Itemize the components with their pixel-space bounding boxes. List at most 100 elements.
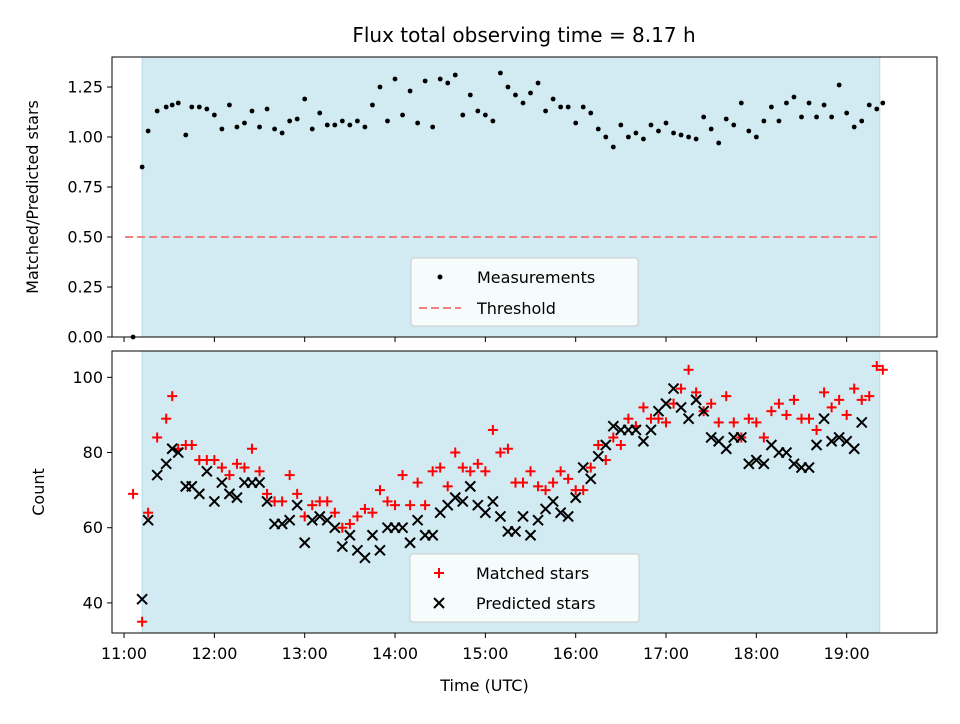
predicted-star-point — [524, 529, 537, 541]
measurement-point — [385, 118, 390, 124]
cross-b — [818, 412, 830, 425]
cross-b — [344, 529, 356, 541]
predicted-star-point — [223, 488, 236, 500]
measurement-point — [407, 88, 413, 94]
cross-b — [825, 435, 838, 447]
x-tick-label: 14:00 — [372, 644, 418, 663]
measurement-point — [580, 104, 586, 110]
measurement-point — [302, 96, 308, 102]
cross-b — [630, 424, 642, 436]
top-y-tick-label: 0.75 — [67, 178, 103, 197]
measurement-point — [708, 126, 714, 132]
matched-star-point — [292, 488, 303, 499]
matched-star-point — [661, 417, 672, 428]
matched-star-point — [224, 470, 235, 481]
cross-b — [720, 443, 732, 455]
measurement-point — [460, 112, 466, 118]
predicted-star-point — [366, 529, 379, 541]
bottom-legend-box — [409, 553, 640, 623]
measurement-point — [874, 106, 880, 112]
matched-star-point — [751, 417, 762, 428]
measurement-point — [513, 92, 518, 98]
bottom-legend: Matched stars Predicted stars — [409, 553, 640, 623]
chart-title: Flux total observing time = 8.17 h — [352, 23, 695, 47]
cross-b — [848, 443, 860, 455]
matched-star-point — [186, 440, 197, 450]
matched-star-point — [450, 447, 461, 458]
cross-b — [351, 544, 364, 556]
x-tick-label: 17:00 — [643, 644, 689, 663]
cross-b — [449, 491, 461, 504]
matched-star-point — [420, 500, 431, 511]
top-y-tick-label: 0.00 — [67, 328, 103, 347]
matched-star-point — [578, 485, 589, 496]
measurement-point — [573, 120, 579, 126]
cross-b — [592, 450, 604, 462]
measurement-point — [671, 130, 676, 136]
predicted-star-point — [690, 394, 702, 406]
predicted-star-point — [577, 461, 589, 474]
cross-b — [426, 529, 439, 541]
measurement-point — [753, 134, 759, 140]
predicted-star-point — [554, 506, 567, 519]
matched-star-point — [262, 488, 273, 499]
measurement-point — [656, 128, 661, 134]
cross-b — [660, 397, 672, 410]
x-tick-label: 16:00 — [553, 644, 599, 663]
legend-threshold-label: Threshold — [476, 299, 556, 318]
measurement-point — [347, 122, 353, 128]
cross-b — [735, 431, 747, 444]
cross-b — [261, 495, 273, 508]
predicted-star-point — [856, 416, 868, 429]
measurement-point — [595, 126, 601, 132]
cross-b — [607, 420, 620, 432]
cross-b — [803, 461, 815, 474]
top-y-axis-label: Matched/Predicted stars — [23, 100, 42, 294]
cross-b — [136, 593, 148, 605]
predicted-star-point — [607, 420, 620, 432]
matched-star-point — [706, 398, 717, 409]
x-tick-label: 19:00 — [824, 644, 870, 663]
matched-star-point — [247, 443, 258, 454]
matched-star-point — [487, 424, 498, 435]
matched-star-point — [284, 470, 295, 481]
cross-b — [585, 473, 597, 485]
measurement-point — [716, 140, 722, 146]
cross-b — [151, 469, 163, 481]
predicted-star-point — [660, 397, 672, 410]
measurement-point — [784, 100, 789, 106]
cross-b — [743, 458, 755, 470]
matched-star-point — [359, 503, 370, 514]
matched-star-point — [864, 391, 875, 402]
measurement-point — [701, 114, 707, 120]
matched-star-point — [758, 432, 769, 443]
predicted-star-point — [585, 473, 597, 485]
bottom-axes-frame — [111, 350, 938, 634]
measurement-point — [799, 114, 804, 120]
bottom-y-tick-label: 60 — [83, 518, 103, 537]
predicted-star-point — [547, 495, 559, 508]
matched-star-point — [781, 409, 792, 420]
predicted-star-point — [562, 510, 574, 523]
cross-b — [547, 495, 559, 508]
matched-star-point — [472, 458, 483, 469]
measurement-point — [776, 118, 782, 124]
matched-star-point — [841, 409, 852, 420]
matched-star-point — [137, 616, 148, 627]
bottom-y-tick-label: 40 — [83, 593, 103, 612]
cross-b — [201, 465, 213, 478]
cross-b — [577, 461, 589, 474]
matched-star-point — [161, 413, 172, 424]
matched-star-point — [804, 413, 815, 424]
cross-b — [487, 495, 499, 508]
top-y-tick-label: 0.25 — [67, 278, 103, 297]
predicted-star-point — [720, 443, 732, 455]
legend-matched-marker — [434, 568, 444, 578]
measurement-point — [520, 100, 526, 106]
matched-star-point — [344, 518, 355, 529]
cross-b — [682, 412, 695, 425]
x-tick-label: 15:00 — [462, 644, 508, 663]
matched-star-point — [743, 413, 754, 424]
matched-star-point — [713, 417, 724, 428]
